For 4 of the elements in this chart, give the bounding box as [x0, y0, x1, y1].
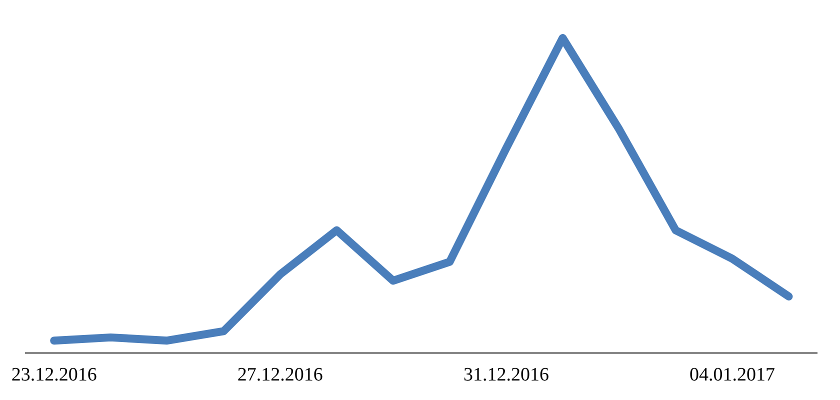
x-tick-label: 04.01.2017 [689, 364, 775, 386]
x-tick-label: 31.12.2016 [463, 364, 549, 386]
x-tick-label: 27.12.2016 [237, 364, 323, 386]
x-tick-label: 23.12.2016 [11, 364, 97, 386]
